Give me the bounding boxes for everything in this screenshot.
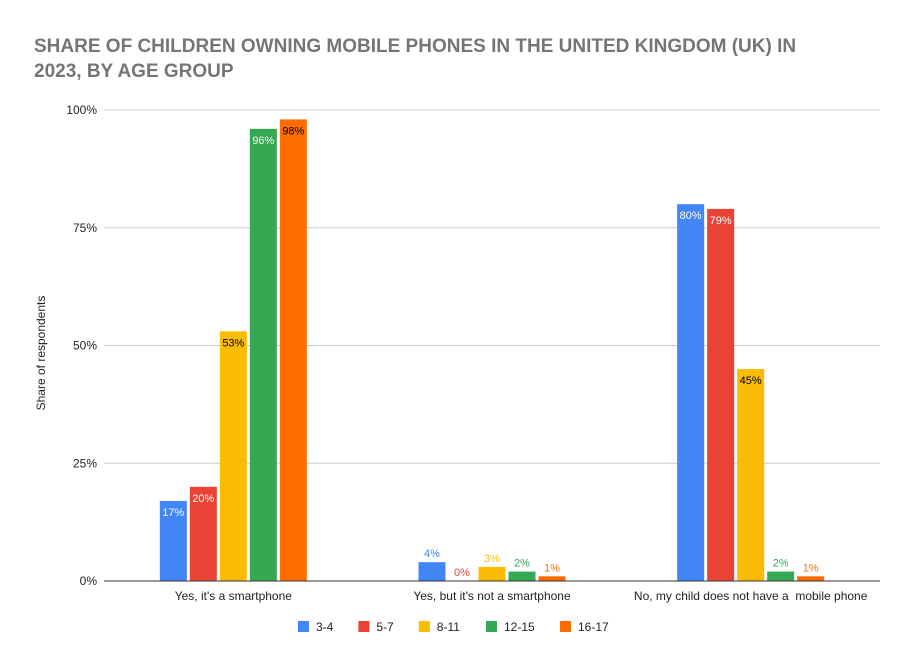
bar	[478, 566, 506, 581]
bar	[707, 208, 735, 581]
bar	[279, 119, 307, 582]
bar	[677, 204, 705, 581]
data-label: 96%	[252, 135, 274, 147]
bar	[737, 369, 765, 581]
legend-label: 16-17	[578, 620, 609, 634]
y-tick-label: 50%	[73, 339, 97, 353]
legend-item: 5-7	[358, 620, 394, 634]
y-tick-label: 75%	[73, 221, 97, 235]
y-axis-ticks: 0% 25% 50% 75% 100%	[66, 103, 97, 588]
data-label: 20%	[192, 493, 214, 505]
legend: 3-4 5-7 8-11 12-15 16-17	[298, 620, 609, 634]
category-label: Yes, but it's not a smartphone	[413, 589, 571, 603]
data-label: 2%	[773, 558, 789, 570]
bar	[418, 562, 446, 581]
legend-label: 12-15	[504, 620, 535, 634]
legend-swatch	[486, 621, 497, 632]
bar	[797, 576, 825, 581]
bar	[249, 128, 277, 581]
category-labels: Yes, it's a smartphone Yes, but it's not …	[175, 589, 868, 603]
data-label: 80%	[680, 210, 702, 222]
chart-title-line-1: SHARE OF CHILDREN OWNING MOBILE PHONES I…	[34, 36, 796, 57]
legend-item: 12-15	[486, 620, 535, 634]
legend-swatch	[298, 621, 309, 632]
legend-swatch	[358, 621, 370, 632]
bar	[767, 571, 795, 581]
legend-item: 3-4	[298, 620, 334, 634]
legend-item: 16-17	[560, 620, 609, 634]
y-tick-label: 100%	[66, 103, 97, 117]
data-label: 4%	[424, 548, 440, 560]
data-label: 0%	[454, 567, 470, 579]
category-label: Yes, it's a smartphone	[175, 589, 293, 603]
bar	[508, 571, 536, 581]
bar	[189, 486, 217, 581]
legend-label: 3-4	[316, 620, 334, 634]
bar	[219, 331, 247, 581]
y-tick-label: 25%	[73, 456, 97, 470]
legend-label: 5-7	[376, 620, 394, 634]
data-label: 3%	[484, 553, 500, 565]
data-label: 17%	[162, 507, 184, 519]
legend-swatch	[560, 621, 571, 632]
data-label: 1%	[803, 562, 819, 574]
data-labels: 17% 20% 53% 96% 98% 4% 0% 3% 2% 1% 80% 79% 45% 2% 1%	[162, 125, 819, 579]
bars	[159, 119, 825, 582]
data-label: 2%	[514, 558, 530, 570]
data-label: 98%	[282, 125, 304, 137]
bar	[538, 576, 566, 581]
bar	[159, 500, 187, 581]
data-label: 45%	[740, 375, 762, 387]
legend-swatch	[418, 621, 430, 632]
y-tick-label: 0%	[80, 574, 98, 588]
data-label: 1%	[544, 562, 560, 574]
legend-item: 8-11	[418, 620, 460, 634]
data-label: 53%	[222, 337, 244, 349]
chart-title-line-2: 2023, BY AGE GROUP	[34, 61, 234, 82]
data-label: 79%	[710, 215, 732, 227]
category-label: No, my child does not have a mobile phon…	[634, 589, 868, 603]
legend-label: 8-11	[437, 620, 460, 634]
y-axis-label: Share of respondents	[34, 296, 48, 411]
